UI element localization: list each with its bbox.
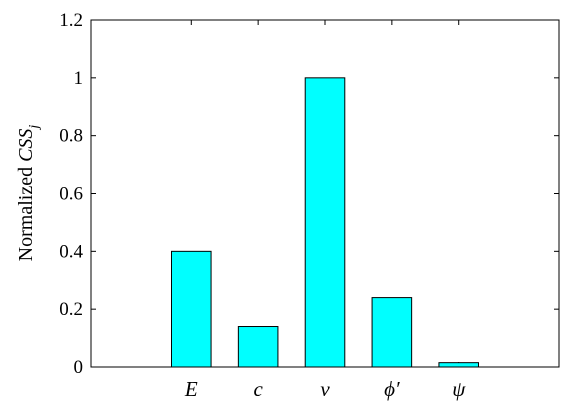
bars (170, 77, 480, 368)
y-axis-title: Normalized CSSj (15, 125, 42, 262)
y-tick-label: 0.4 (59, 241, 83, 262)
y-tick-label: 0.8 (59, 126, 83, 147)
y-tick-labels: 0 0.2 0.4 0.6 0.8 1 1.2 (59, 10, 83, 378)
y-axis-title-text: Normalized (15, 162, 37, 261)
x-tick-label: ψ (452, 377, 466, 401)
y-tick-label: 0 (74, 357, 84, 378)
y-tick-label: 0.2 (59, 299, 83, 320)
y-tick-label: 1.2 (59, 10, 83, 31)
x-tick-label: c (253, 377, 263, 401)
y-tick-label: 1 (74, 68, 84, 89)
bar (237, 326, 279, 368)
y-axis-title-italic: CSS (15, 129, 37, 162)
x-tick-label: E (184, 377, 198, 401)
bar (170, 250, 212, 368)
bar (438, 362, 480, 368)
y-axis-title-subscript: j (27, 125, 42, 131)
bar (304, 77, 346, 368)
x-tick-label: ν (320, 377, 330, 401)
bar (371, 297, 413, 368)
y-tick-label: 0.6 (59, 184, 83, 205)
x-tick-label: ϕ′ (384, 377, 400, 401)
